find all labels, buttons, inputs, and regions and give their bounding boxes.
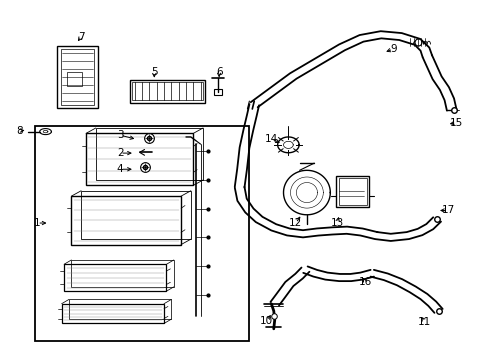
Bar	[61, 304, 163, 323]
Text: 9: 9	[389, 44, 396, 54]
Bar	[130, 80, 205, 103]
Text: 12: 12	[288, 218, 302, 228]
Text: 15: 15	[449, 118, 462, 128]
Bar	[213, 89, 221, 95]
Text: 3: 3	[117, 130, 123, 140]
Text: 14: 14	[264, 134, 277, 144]
Text: 7: 7	[78, 32, 84, 41]
Bar	[71, 260, 173, 287]
Text: 6: 6	[215, 67, 222, 77]
Bar	[57, 45, 98, 108]
Bar	[67, 72, 82, 86]
Text: 1: 1	[34, 218, 41, 228]
Bar	[96, 128, 203, 180]
Bar	[35, 126, 249, 341]
Text: 17: 17	[441, 206, 454, 216]
Bar	[71, 196, 181, 244]
Bar	[338, 178, 366, 205]
Text: 4: 4	[117, 164, 123, 174]
Bar	[61, 49, 94, 105]
Text: 13: 13	[330, 218, 343, 228]
Text: 10: 10	[259, 316, 272, 325]
Bar	[86, 134, 193, 185]
Bar	[335, 176, 368, 207]
Text: 2: 2	[117, 148, 123, 158]
Bar	[64, 264, 166, 291]
Bar	[132, 82, 203, 100]
Bar	[81, 191, 190, 239]
Text: 11: 11	[417, 317, 430, 327]
Bar	[69, 300, 171, 319]
Text: 8: 8	[16, 126, 22, 135]
Text: 5: 5	[151, 67, 157, 77]
Text: 16: 16	[358, 277, 371, 287]
